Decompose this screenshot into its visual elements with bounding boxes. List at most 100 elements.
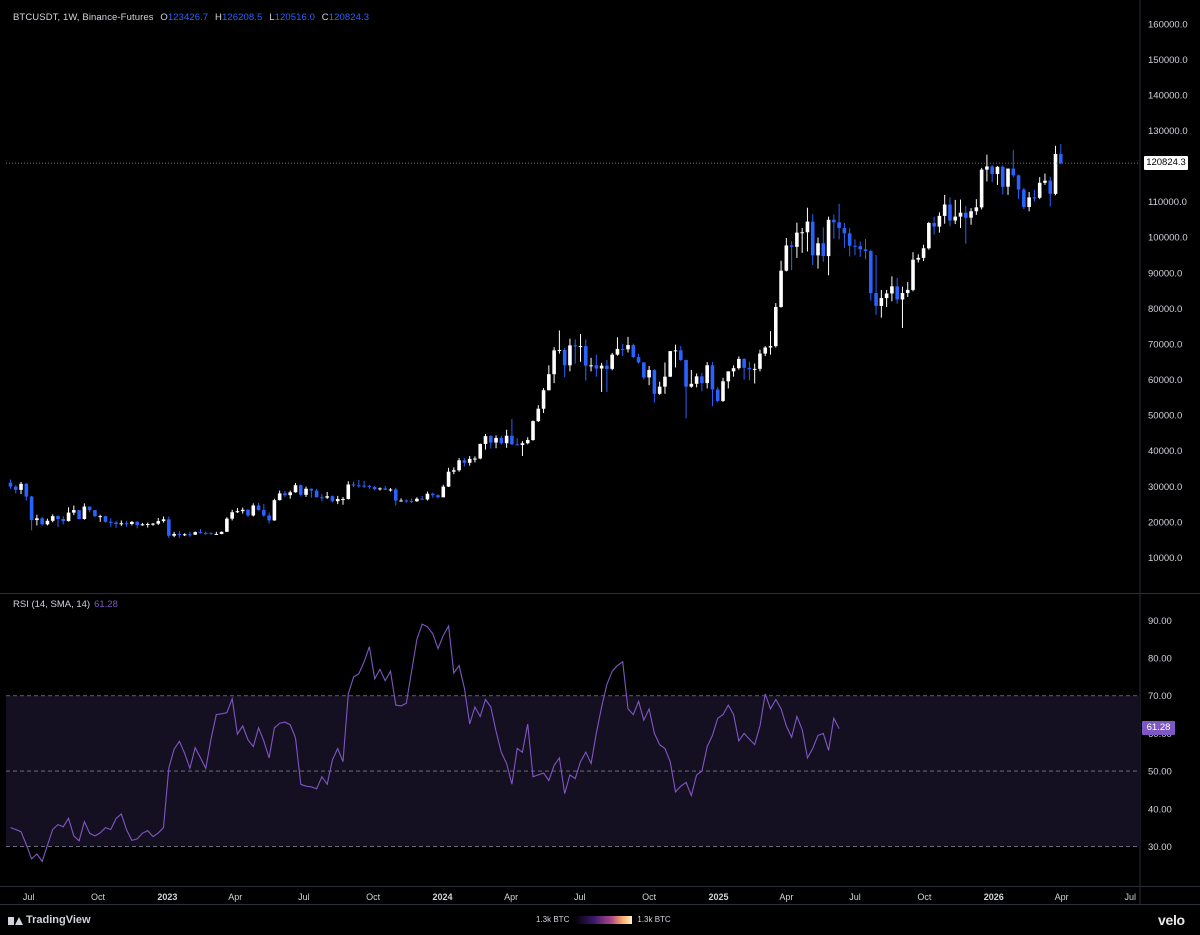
candle-body [990, 166, 994, 174]
candle-body [93, 510, 97, 517]
candle-body [430, 493, 435, 496]
candle-body [488, 436, 493, 443]
candle-body [209, 533, 213, 535]
candle-body [346, 484, 351, 500]
time-tick-label: Jul [574, 892, 586, 902]
candle-body [958, 212, 963, 217]
tradingview-brand[interactable]: TradingView [8, 914, 91, 926]
candle-body [642, 362, 646, 378]
velo-watermark: velo [1158, 912, 1185, 928]
time-tick-label: Jul [849, 892, 861, 902]
candle-body [520, 443, 525, 446]
candle-body [219, 531, 224, 534]
time-tick-label: Oct [642, 892, 657, 902]
candle-body [1000, 166, 1005, 187]
heatmap-min-label: 1.3k BTC [536, 915, 570, 924]
candle-body [378, 488, 382, 490]
candle-body [473, 458, 477, 460]
rsi-line [10, 623, 840, 863]
candle-body [124, 523, 129, 525]
candle-body [441, 486, 446, 498]
candle-body [167, 519, 171, 536]
candle-body [399, 500, 403, 502]
candle-body [805, 221, 810, 233]
candle-body [1037, 182, 1042, 198]
candle-body [267, 515, 271, 521]
price-tick-label: 70000.0 [1148, 339, 1182, 350]
candle-body [631, 345, 636, 358]
candle-body [24, 483, 29, 497]
candle-body [942, 204, 947, 216]
candle-body [72, 510, 76, 513]
candle-body [1016, 175, 1021, 190]
candle-body [536, 408, 541, 422]
time-tick-label: Apr [779, 892, 793, 902]
candle-body [341, 499, 345, 501]
candle-body [172, 533, 176, 536]
price-tick-label: 20000.0 [1148, 517, 1182, 528]
candle-body [985, 166, 989, 170]
candle-body [573, 345, 578, 347]
time-tick-label: Oct [917, 892, 932, 902]
candle-body [188, 534, 192, 536]
candle-body [858, 246, 863, 250]
price-tick-label: 100000.0 [1148, 233, 1188, 244]
candle-body [452, 470, 456, 472]
candle-body [504, 435, 509, 444]
candle-body [578, 346, 583, 348]
candle-body [647, 369, 651, 378]
candle-body [288, 492, 293, 496]
candle-body [330, 496, 335, 502]
open-key: O [160, 12, 168, 23]
price-tick-label: 130000.0 [1148, 126, 1188, 137]
price-tick-label: 110000.0 [1148, 197, 1187, 208]
candle-body [383, 488, 388, 490]
time-tick-label: Jul [23, 892, 35, 902]
close-value: 120824.3 [328, 12, 370, 23]
candle-body [114, 522, 118, 524]
candle-body [293, 485, 298, 493]
candle-body [652, 369, 657, 394]
candle-body [963, 212, 968, 218]
candle-body [494, 437, 498, 443]
candle-body [731, 368, 736, 372]
candle-body [193, 532, 198, 535]
candle-body [393, 489, 398, 501]
candle-body [895, 286, 899, 300]
candle-body [810, 221, 815, 256]
candle-body [240, 509, 245, 512]
rsi-series [10, 623, 840, 863]
candle-body [710, 365, 715, 390]
candle-body [415, 498, 419, 502]
candle-body [937, 215, 942, 227]
candle-body [562, 350, 567, 366]
candle-body [620, 348, 625, 350]
rsi-label: RSI (14, SMA, 14) [13, 599, 91, 610]
candle-body [262, 510, 266, 516]
candle-body [953, 216, 958, 221]
candle-body [1027, 197, 1031, 208]
candle-body [140, 524, 145, 526]
time-tick-label: 2024 [433, 892, 453, 902]
candle-body [420, 498, 424, 500]
candle-body [130, 521, 134, 524]
candle-body [636, 357, 641, 363]
candle-body [884, 293, 889, 299]
candle-body [974, 207, 979, 212]
candle-body [842, 227, 847, 234]
candle-body [182, 534, 187, 536]
candle-body [409, 500, 414, 502]
candle-body [367, 485, 372, 487]
candle-body [905, 289, 910, 294]
candle-body [499, 437, 504, 444]
candle-body [483, 436, 488, 444]
candle-body [457, 460, 461, 471]
candle-body [583, 346, 588, 366]
candle-body [335, 499, 340, 502]
candle-body [362, 485, 366, 487]
candle-body [784, 245, 789, 271]
candle-body [230, 512, 234, 519]
candle-body [789, 245, 794, 247]
candle-body [77, 510, 81, 520]
